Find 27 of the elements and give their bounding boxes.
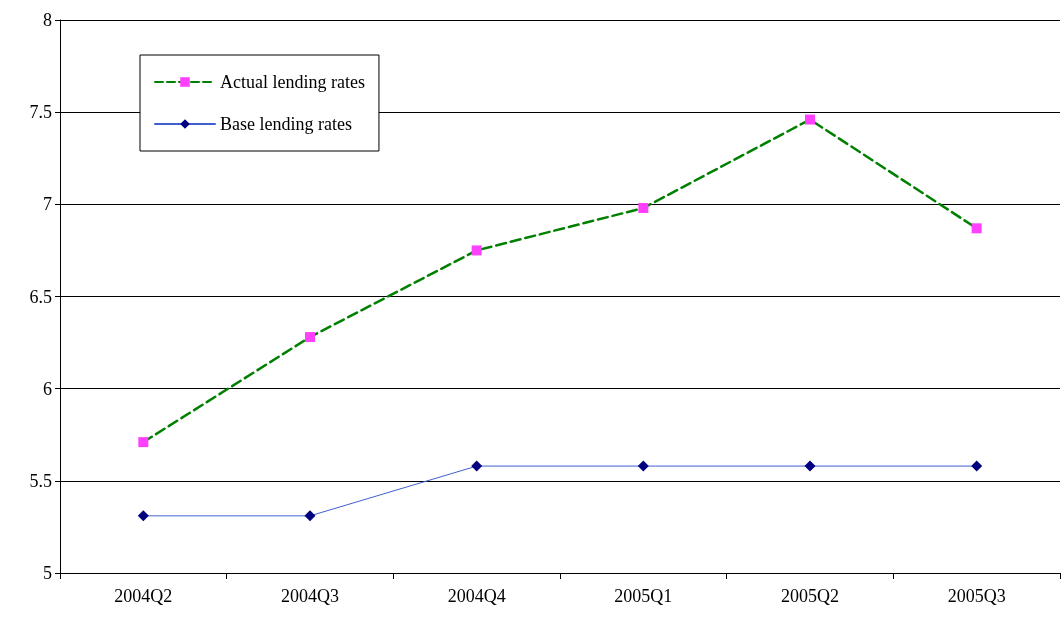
- x-tick-label: 2005Q1: [614, 586, 673, 606]
- point: [471, 460, 483, 472]
- point: [137, 510, 149, 522]
- x-tick-label: 2004Q2: [114, 586, 173, 606]
- x-tick-label: 2004Q3: [281, 586, 339, 606]
- y-tick-label: 5.5: [29, 470, 52, 491]
- point: [805, 114, 815, 125]
- x-tick-label: 2005Q2: [781, 586, 839, 606]
- point: [804, 460, 816, 472]
- point: [305, 332, 315, 343]
- legend-label: Base lending rates: [220, 114, 352, 134]
- point: [304, 510, 316, 522]
- y-tick-label: 6.5: [29, 286, 52, 307]
- point: [637, 460, 649, 472]
- y-tick-label: 7: [43, 194, 52, 215]
- y-tick-label: 5: [43, 563, 52, 583]
- x-tick-label: 2005Q3: [947, 586, 1006, 606]
- point: [638, 203, 649, 214]
- point: [471, 245, 482, 256]
- x-tick-label: 2004Q4: [447, 586, 506, 606]
- y-tick-label: 7.5: [29, 102, 52, 123]
- point: [971, 460, 983, 472]
- y-tick-label: 8: [43, 10, 52, 30]
- point: [971, 223, 982, 234]
- y-tick-label: 6: [43, 378, 52, 399]
- point: [138, 437, 149, 448]
- legend-label: Actual lending rates: [220, 72, 365, 92]
